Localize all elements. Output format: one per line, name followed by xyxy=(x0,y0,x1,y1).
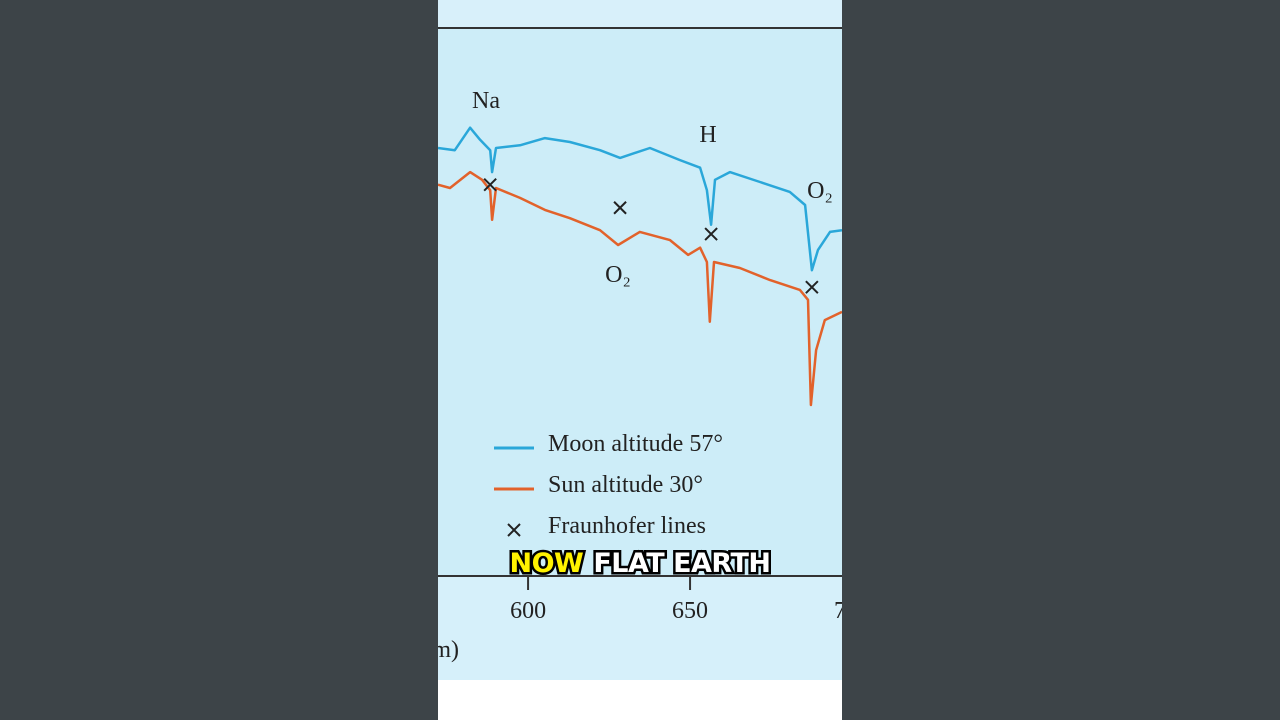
legend-label: Sun altitude 30° xyxy=(548,472,703,498)
caption-text: FLAT EARTH xyxy=(593,548,770,579)
blur-right xyxy=(842,0,1280,720)
axis-bg xyxy=(438,576,842,680)
fraunhofer-marker xyxy=(704,227,718,241)
x-tick-label: 700 xyxy=(834,598,870,624)
x-tick-label: 650 xyxy=(672,598,708,624)
annotation: O₂ xyxy=(807,178,833,204)
top-strip xyxy=(438,0,842,28)
legend-label: Fraunhofer lines xyxy=(548,513,706,539)
caption-highlight: NOW xyxy=(509,548,583,579)
legend-label: Moon altitude 57° xyxy=(548,431,723,457)
annotation: H xyxy=(699,122,716,148)
series-line xyxy=(438,170,842,407)
chart: 600 650 700 m) Na H O₂ O₂ Moon altitude 57° Sun a… xyxy=(432,0,870,720)
annotation: Na xyxy=(472,88,500,114)
bottom-white xyxy=(438,680,842,720)
caption: NOW FLAT EARTH xyxy=(509,548,770,579)
blur-left xyxy=(0,0,438,720)
legend-marker xyxy=(507,523,521,537)
series-line xyxy=(438,126,842,272)
fraunhofer-marker xyxy=(805,280,819,294)
x-axis-label: m) xyxy=(432,637,459,663)
x-tick-label: 600 xyxy=(510,598,546,624)
fraunhofer-marker xyxy=(483,178,497,192)
annotation: O₂ xyxy=(605,262,631,288)
fraunhofer-marker xyxy=(613,201,627,215)
plot-bg xyxy=(438,28,842,576)
